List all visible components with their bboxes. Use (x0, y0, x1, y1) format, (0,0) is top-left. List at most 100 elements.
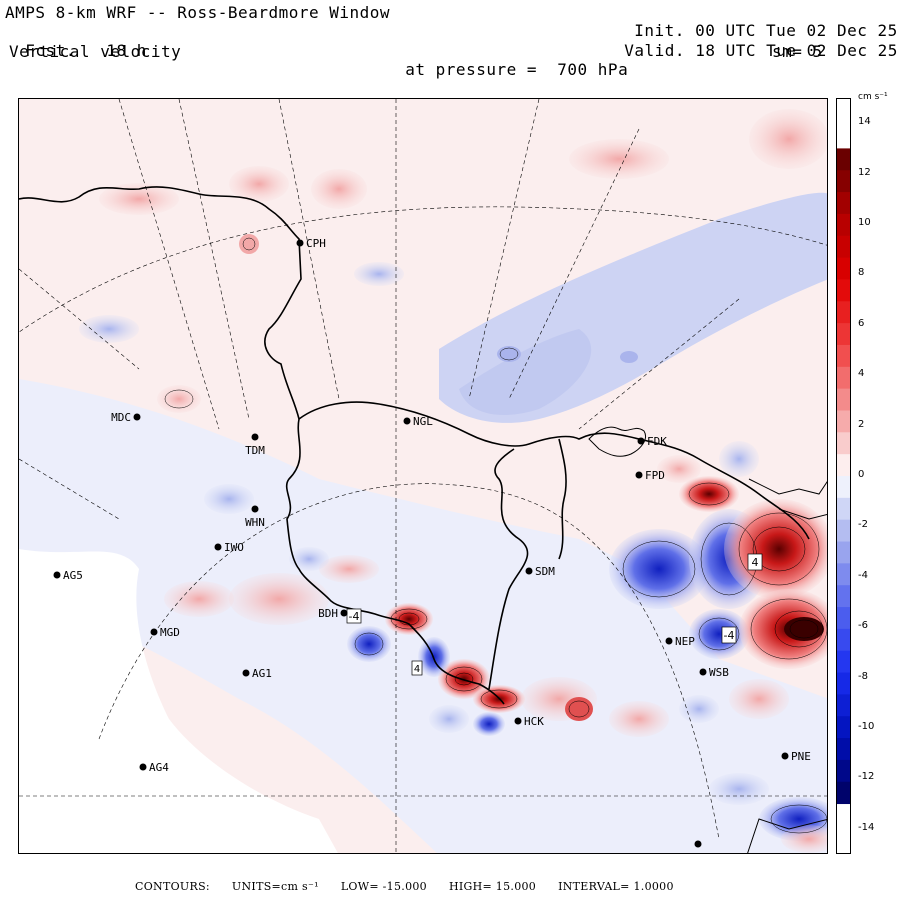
pressure-label: at pressure = (405, 60, 537, 79)
station-marker (781, 752, 789, 760)
station-label: BDH (318, 607, 338, 620)
colorbar-tick: 14 (858, 116, 871, 128)
colorbar-bin (837, 192, 850, 215)
station-label: FDK (647, 435, 667, 448)
init-label: Init. (634, 21, 685, 40)
station-marker (242, 669, 250, 677)
station-marker (251, 433, 259, 441)
station-marker (340, 609, 348, 617)
station-label: HCK (524, 715, 544, 728)
valid-label: Valid. (624, 41, 686, 60)
station-label: MGD (160, 626, 180, 639)
colorbar-bin (837, 672, 850, 695)
colorbar-tick: -10 (858, 721, 875, 732)
colorbar-tick: 6 (858, 317, 865, 329)
station-marker (514, 717, 522, 725)
colorbar-tick: 10 (858, 217, 871, 228)
station-label: SDM (535, 565, 555, 578)
colorbar-bin (837, 563, 850, 586)
station-whn: WHN (245, 505, 265, 529)
station-label: IWO (224, 541, 244, 554)
station-marker (214, 543, 222, 551)
station-mdc: MDC (111, 411, 141, 424)
model-title: AMPS 8-km WRF -- Ross-Beardmore Window (5, 3, 391, 22)
colorbar-bin (837, 759, 850, 783)
pressure-value: 700 hPa (557, 60, 629, 79)
contour-label-4-b: 4 (414, 664, 420, 675)
colorbar-tick: -12 (858, 771, 875, 783)
map-panel: -4 4 -4 4 CPH MDC NGL TDM FDK FPD WHN IWO AG5 SDM… (18, 98, 828, 854)
station-ag5: AG5 (53, 569, 83, 582)
colorbar-bin (837, 366, 850, 390)
station-label: NEP (675, 635, 695, 648)
init-value: 00 UTC Tue 02 Dec 25 (695, 21, 898, 40)
contour-value-labels: -4 4 -4 4 (346, 553, 763, 676)
station-mgd: MGD (150, 626, 180, 639)
colorbar-bin (837, 148, 850, 171)
footer-units: UNITS=cm s⁻¹ (231, 880, 319, 893)
station-label: PNE (791, 750, 811, 763)
colorbar-tick: 8 (858, 267, 865, 279)
station-pne: PNE (781, 750, 811, 763)
colorbar-bin (837, 213, 850, 237)
station-marker (403, 417, 411, 425)
colorbar-bin (837, 454, 850, 477)
colorbar-bin (837, 628, 850, 652)
forecast-hour: Fcst. 18 h (5, 24, 147, 60)
colorbar-bin (837, 541, 850, 564)
station-marker (133, 413, 141, 421)
colorbar-bin (837, 301, 850, 324)
colorbar-tick: -8 (858, 670, 868, 682)
colorbar-tick: 0 (858, 469, 865, 480)
station-nep: NEP (665, 635, 695, 648)
colorbar-bin (837, 607, 850, 630)
station-wsb: WSB (699, 666, 729, 679)
field-name: Vertical velocity (9, 42, 182, 61)
station-marker (296, 239, 304, 247)
station-fpd: FPD (635, 469, 665, 482)
station-label: WHN (245, 516, 265, 529)
station-cph: CPH (296, 237, 326, 250)
station-label: MDC (111, 411, 131, 424)
colorbar-tick: -4 (858, 569, 868, 581)
station-label: AG1 (252, 667, 272, 680)
station-ag1: AG1 (242, 667, 272, 680)
init-time: Init. 00 UTC Tue 02 Dec 25 (614, 4, 898, 40)
station-marker (694, 840, 702, 848)
station-hck: HCK (514, 715, 544, 728)
colorbar-bin (837, 738, 850, 761)
colorbar-units: cm s⁻¹ (858, 92, 888, 102)
station-fdk: FDK (637, 435, 667, 448)
station-marker (699, 668, 707, 676)
station-phl: PHL (688, 840, 708, 853)
footer-low: LOW= -15.000 (340, 880, 427, 893)
colorbar-bin (837, 781, 850, 805)
station-label: AG5 (63, 569, 83, 582)
colorbar-tick: 4 (858, 368, 865, 380)
colorbar-tick: -6 (858, 620, 868, 632)
colorbar-bin (837, 519, 850, 542)
station-marker (251, 505, 259, 513)
footer-interval: INTERVAL= 1.0000 (558, 880, 674, 893)
station-label: CPH (306, 237, 326, 250)
colorbar-bin (837, 257, 850, 280)
station-marker (635, 471, 643, 479)
station-marker (139, 763, 147, 771)
colorbar-tick: -2 (858, 519, 868, 531)
colorbar-bin (837, 694, 850, 717)
lat-lon-grid (19, 99, 827, 853)
station-ngl: NGL (403, 415, 433, 428)
colorbar-bin (837, 716, 850, 739)
station-bdh: BDH (318, 607, 348, 620)
station-label: FPD (645, 469, 665, 482)
colorbar-bin (837, 432, 850, 455)
station-label: NGL (413, 415, 433, 428)
contour-lines (164, 237, 827, 834)
fcst-label: Fcst. (25, 41, 76, 60)
footer-contours: CONTOURS: (135, 880, 210, 893)
colorbar (836, 98, 851, 854)
station-label: TDM (245, 444, 265, 457)
colorbar-bin (837, 235, 850, 259)
